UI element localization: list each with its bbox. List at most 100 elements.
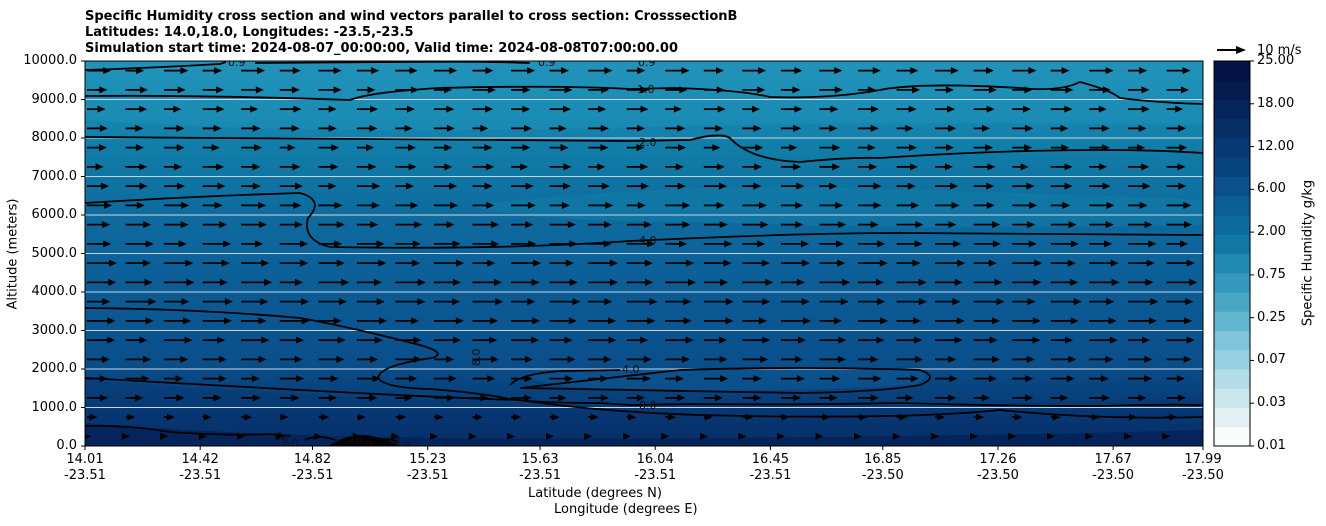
wind-vector-head: [485, 67, 494, 75]
x-tick-label: 14.42 -23.51: [179, 452, 221, 484]
wind-vector-head: [565, 259, 574, 267]
wind-vector-head: [336, 259, 345, 267]
wind-vector-head: [287, 144, 296, 152]
wind-vector-head: [139, 105, 148, 113]
wind-vector-head: [203, 413, 212, 421]
wind-vector-head: [522, 144, 531, 152]
colorbar-segment: [1214, 311, 1250, 331]
colorbar-segment: [1214, 426, 1250, 447]
wind-vector-head: [370, 105, 379, 113]
wind-vector-head: [452, 278, 461, 286]
wind-vector-head: [1182, 67, 1191, 75]
wind-vector-head: [944, 163, 953, 171]
wind-vector-head: [754, 163, 763, 171]
colorbar-segment: [1214, 99, 1250, 120]
x-tick-lon: -23.51: [64, 468, 106, 483]
wind-vector-head: [870, 105, 879, 113]
wind-vector-head: [673, 105, 682, 113]
wind-vector-head: [328, 394, 337, 402]
wind-vector-head: [859, 413, 868, 421]
contours: [85, 61, 1203, 443]
wind-vector-head: [598, 105, 607, 113]
wind-vector-head: [337, 336, 346, 344]
wind-vector-head: [250, 105, 259, 113]
wind-vector-head: [668, 413, 677, 421]
wind-reference-label: 10 m/s: [1257, 43, 1302, 58]
wind-vector-head: [531, 278, 540, 286]
wind-vector-head: [1073, 298, 1082, 306]
wind-vector-head: [720, 375, 729, 383]
wind-vector-head: [992, 221, 1001, 229]
wind-vector-head: [716, 86, 725, 94]
wind-vector-head: [986, 67, 995, 75]
wind-vector-head: [98, 144, 107, 152]
wind-vector-head: [493, 278, 502, 286]
wind-vector-head: [261, 336, 270, 344]
wind-vector-head: [475, 413, 484, 421]
wind-vector-head: [636, 144, 645, 152]
y-tick-label: 0.0: [56, 438, 77, 453]
contour-label: 0.9: [228, 56, 246, 69]
wind-vector-head: [918, 298, 927, 306]
wind-vector-head: [640, 336, 649, 344]
wind-vector-head: [449, 182, 458, 190]
wind-vector-head: [213, 124, 222, 132]
wind-vector-head: [682, 221, 691, 229]
wind-vector-head: [1062, 201, 1071, 209]
wind-vector-head: [905, 124, 914, 132]
wind-vector-head: [379, 317, 388, 325]
wind-vector-head: [513, 413, 522, 421]
wind-vector-head: [603, 240, 612, 248]
wind-vector-head: [376, 298, 385, 306]
wind-vector-head: [675, 163, 684, 171]
wind-vector-head: [685, 336, 694, 344]
wind-vector-head: [1186, 336, 1195, 344]
wind-vector-head: [255, 86, 264, 94]
wind-vector-head: [280, 413, 289, 421]
contour-1.0: [85, 81, 1203, 105]
wind-vector-head: [198, 432, 207, 440]
colorbar-tick-label: 0.03: [1257, 395, 1286, 411]
colorbar-segment: [1214, 253, 1250, 274]
wind-vector-head: [765, 278, 774, 286]
wind-vector-head: [1169, 413, 1178, 421]
wind-vector-head: [1106, 201, 1115, 209]
wind-vector-head: [1060, 124, 1069, 132]
wind-vector-head: [1105, 355, 1114, 363]
wind-vector-head: [911, 201, 920, 209]
wind-vector-head: [1027, 298, 1036, 306]
colorbar-tick-label: 18.00: [1257, 95, 1295, 111]
contour-0.9-b: [254, 61, 531, 64]
title-line-3: Simulation start time: 2024-08-07_00:00:…: [85, 41, 678, 56]
x-tick-label: 15.23 -23.51: [407, 452, 449, 484]
wind-vector-head: [102, 221, 111, 229]
wind-vector-head: [524, 375, 533, 383]
x-tick-lat: 14.01: [66, 452, 104, 467]
wind-vector-head: [704, 413, 713, 421]
x-tick-label: 16.85 -23.50: [862, 452, 904, 484]
wind-vector-head: [803, 317, 812, 325]
wind-reference-arrowhead: [1236, 46, 1246, 54]
colorbar-tick-label: 0.01: [1257, 438, 1286, 453]
wind-vector-head: [293, 105, 302, 113]
wind-vector-head: [301, 298, 310, 306]
y-tick-marks: [81, 60, 85, 447]
wind-vector-head: [99, 394, 108, 402]
colorbar-tick-label: 0.07: [1257, 352, 1286, 368]
wind-vector-head: [252, 124, 261, 132]
wind-vector-head: [954, 336, 963, 344]
x-tick-lat: 15.23: [409, 452, 447, 467]
y-tick-label: 2000.0: [31, 361, 78, 376]
wind-vector-head: [1141, 105, 1150, 113]
wind-vector-head: [524, 355, 533, 363]
y-tick-label: 1000.0: [31, 399, 78, 415]
wind-vector-head: [1183, 355, 1192, 363]
wind-vector-head: [527, 201, 536, 209]
x-tick-lon: -23.51: [749, 468, 792, 483]
colorbar-tick-label: 0.75: [1257, 266, 1286, 282]
wind-vector-head: [1139, 67, 1148, 75]
wind-vector-head: [444, 163, 453, 171]
wind-vector-head: [832, 375, 841, 383]
colorbar-segment: [1214, 369, 1250, 389]
wind-vector-head: [456, 259, 465, 267]
